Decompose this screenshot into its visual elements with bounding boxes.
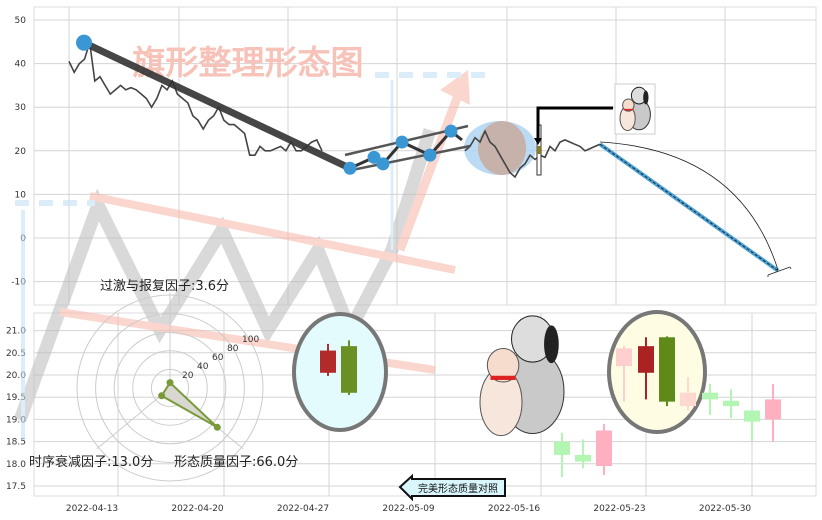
- pivot-point: [367, 150, 381, 164]
- radar-axis: [96, 387, 171, 450]
- projection-arc: [599, 141, 779, 271]
- x-tick-label: 2022-05-30: [699, 504, 752, 514]
- x-tick-label: 2022-04-13: [66, 504, 118, 514]
- trend-line: [82, 39, 352, 172]
- puppy-collar: [623, 108, 633, 111]
- compare-button-label[interactable]: 完美形态质量对照: [418, 482, 498, 495]
- candle-body: [575, 454, 591, 462]
- price-line: [464, 129, 601, 179]
- x-tick-label: 2022-05-23: [593, 504, 645, 514]
- radar-tick-label: 60: [212, 353, 224, 363]
- y-tick-label: 20: [15, 147, 27, 157]
- radar-point: [213, 423, 221, 431]
- signal-bar-fill: [537, 146, 541, 154]
- x-tick-label: 2022-04-27: [277, 504, 329, 514]
- watermark-zigzag: [13, 128, 437, 423]
- watermark-title: 旗形整理形态图: [133, 43, 364, 82]
- callout-arrow-line: [536, 106, 613, 140]
- pivot-point: [395, 135, 409, 149]
- callout-arrowhead: [534, 138, 542, 145]
- y-tick-label: -10: [11, 278, 26, 288]
- y-tick-label: 30: [15, 103, 27, 113]
- candle-body: [744, 410, 760, 422]
- y-tick-label: 18.0: [6, 460, 26, 470]
- y-tick-label: 19.5: [6, 393, 26, 403]
- channel-lower: [351, 144, 471, 172]
- candle-body: [680, 392, 696, 407]
- pivot-point: [343, 161, 357, 175]
- radar-point: [166, 379, 174, 387]
- compare-button-arrow[interactable]: [398, 473, 506, 502]
- radar-tick-label: 40: [197, 362, 209, 372]
- projection-bracket: [767, 266, 792, 277]
- candle-body: [702, 392, 718, 400]
- pivot-point: [376, 157, 390, 171]
- radar-tick-label: 20: [182, 371, 194, 381]
- x-tick-label: 2022-04-20: [171, 504, 224, 514]
- candle-body: [723, 400, 739, 407]
- pivot-point: [423, 148, 437, 162]
- candle-body: [554, 441, 570, 455]
- factor-top-label: 过激与报复因子:3.6分: [100, 279, 229, 294]
- puppy-collar: [490, 375, 516, 380]
- y-tick-label: 19.0: [6, 415, 26, 425]
- candle-body: [341, 346, 357, 393]
- radar-point: [158, 392, 166, 400]
- projection-line-dash: [599, 143, 779, 272]
- puppy-head: [486, 347, 520, 383]
- pivot-point: [76, 34, 92, 51]
- y-tick-label: 50: [15, 16, 27, 26]
- y-tick-label: 20.0: [6, 371, 26, 381]
- watermark-resistance: [89, 192, 456, 274]
- top-panel: 50403020100-10: [11, 6, 817, 306]
- candles: [292, 310, 781, 478]
- candle-body: [659, 337, 675, 402]
- watermark-arrow: [395, 88, 465, 252]
- y-tick-label: 40: [15, 60, 27, 70]
- compare-button[interactable]: 完美形态质量对照: [398, 473, 506, 502]
- pattern-ellipse: [292, 312, 388, 432]
- radar-tick-label: 100: [242, 335, 259, 345]
- y-tick-label: 20.5: [6, 349, 26, 359]
- y-tick-label: 10: [15, 190, 27, 200]
- candle-body: [616, 348, 632, 367]
- highlight-ellipse-inner: [478, 121, 526, 175]
- price-line: [68, 42, 323, 156]
- y-tick-label: 17.5: [6, 482, 26, 492]
- puppy-head: [622, 98, 635, 112]
- dog-pair-icon: [479, 315, 565, 437]
- top-marks: [68, 34, 792, 277]
- dog-ear: [643, 90, 649, 105]
- y-tick-label: 21.0: [6, 327, 26, 337]
- candle-body: [320, 350, 336, 373]
- dog-thumbnail-icon[interactable]: [614, 83, 656, 135]
- x-tick-label: 2022-05-16: [488, 504, 541, 514]
- candle-body: [638, 346, 654, 373]
- radar-tick-label: 80: [227, 344, 239, 354]
- pivot-point: [444, 124, 458, 138]
- factor-right-label: 形态质量因子:66.0分: [174, 455, 298, 470]
- candle-body: [765, 399, 781, 420]
- candle-body: [596, 430, 612, 467]
- y-tick-label: 18.5: [6, 438, 26, 448]
- factor-left-label: 时序衰减因子:13.0分: [29, 454, 153, 470]
- radar-shape: [160, 381, 218, 429]
- watermark-arrowhead: [440, 70, 470, 105]
- x-tick-label: 2022-05-09: [382, 504, 435, 514]
- dog-ear: [544, 325, 559, 364]
